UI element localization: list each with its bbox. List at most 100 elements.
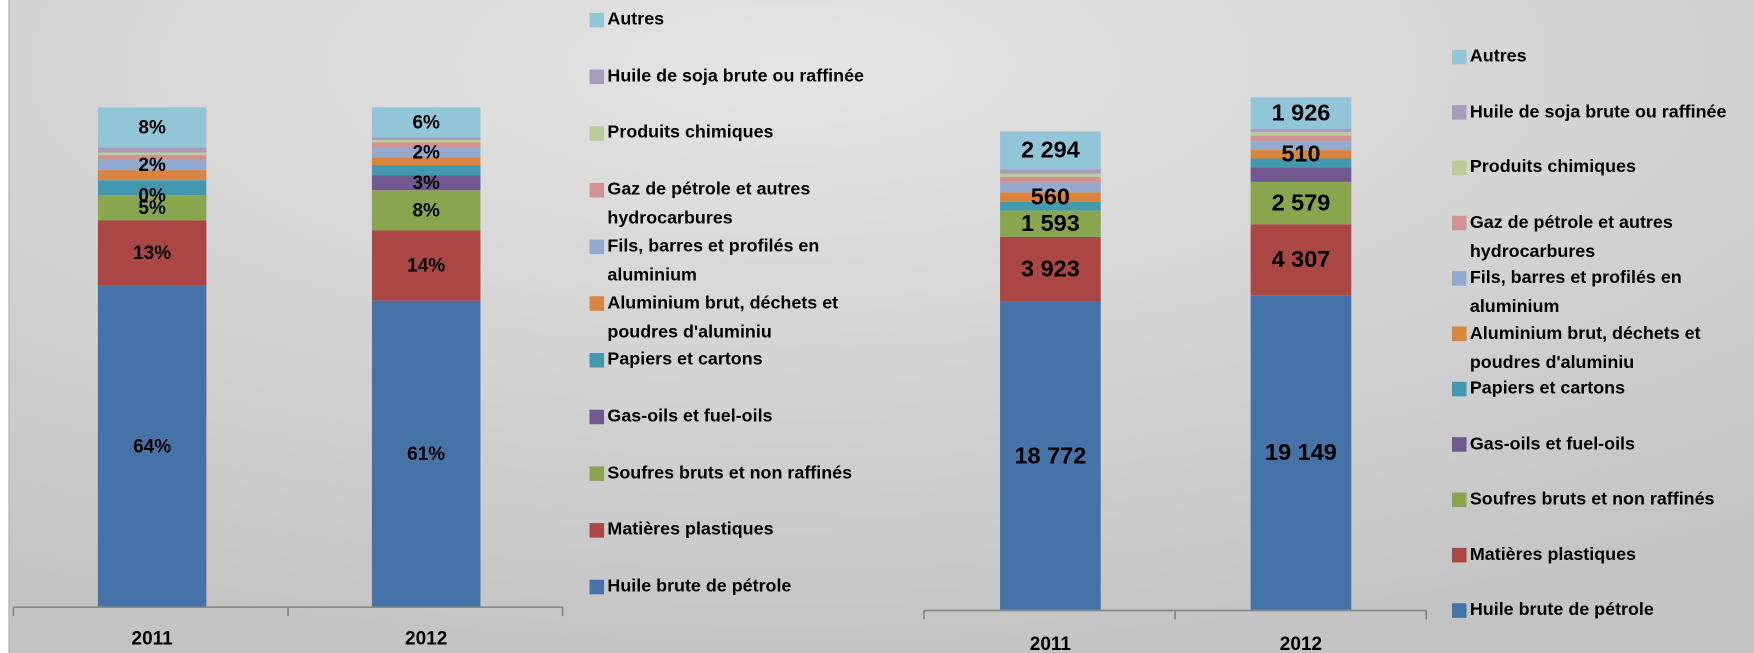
legend-label: Matières plastiques [607, 520, 774, 540]
bar-segment [1000, 131, 1101, 170]
legend-swatch [1451, 49, 1467, 65]
bar-segment [97, 160, 207, 171]
bar-segment [1250, 224, 1352, 296]
legend-swatch [1451, 160, 1467, 175]
bar-segment [1250, 128, 1352, 133]
legend-entry: Aluminium brut, déchets et poudres d'alu… [607, 293, 839, 342]
legend-entry: Papiers et cartons [1469, 379, 1626, 399]
legend-swatch [1451, 547, 1467, 563]
left-edge [0, 0, 9, 653]
bar-segment [1250, 158, 1352, 168]
legend-label: Papiers et cartons [607, 350, 763, 370]
bar-segment [97, 155, 207, 161]
legend-label: Huile brute de pétrole [607, 576, 792, 596]
data-label: 510 [1281, 141, 1320, 167]
bar-segment [1250, 295, 1352, 611]
legend-label: Fils, barres et profilés en aluminium [1469, 268, 1682, 317]
bar-segment [1000, 210, 1101, 237]
data-label: 1 593 [1021, 210, 1080, 236]
legend-swatch [589, 182, 605, 198]
bar-segment [97, 180, 207, 196]
legend-swatch [589, 409, 605, 425]
bar-segment [97, 147, 207, 153]
bar-segment [1250, 135, 1352, 142]
data-label: 19 149 [1265, 439, 1337, 465]
legend-swatch [1451, 492, 1467, 508]
bar-segment [97, 107, 207, 148]
data-label: 2 579 [1272, 189, 1331, 215]
bar-segment [371, 107, 481, 138]
legend-swatch [1451, 105, 1467, 120]
legend-entry: Huile de soja brute ou raffinée [1469, 102, 1727, 122]
data-label: 13% [133, 243, 171, 264]
legend-swatch [589, 353, 605, 368]
bar-segment [1250, 181, 1352, 225]
data-label: 18 772 [1014, 442, 1086, 468]
legend-entry: Huile brute de pétrole [1470, 600, 1654, 619]
bar-segment [371, 139, 481, 143]
x-tick-label: 2012 [1280, 634, 1322, 653]
bar-segment [1250, 141, 1352, 151]
bar-segment [371, 142, 481, 148]
x-tick-label: 2011 [1030, 634, 1072, 653]
legend-swatch [1451, 215, 1467, 231]
legend-label: Aluminium brut, déchets et poudres d'alu… [607, 293, 839, 342]
legend-entry: Huile de soja brute ou raffinée [607, 66, 864, 86]
legend-swatch [1451, 381, 1467, 397]
legend-swatch [589, 126, 605, 141]
legend-swatch [589, 239, 605, 255]
legend-label: Matières plastiques [1469, 545, 1636, 565]
data-label: 6% [412, 113, 440, 134]
bar-segment [1000, 173, 1101, 177]
x-tick-label: 2011 [132, 629, 174, 650]
data-label: 2% [412, 143, 440, 164]
legend-label: Produits chimiques [1469, 157, 1636, 177]
legend-label: Gaz de pétrole et autres hydrocarbures [1469, 213, 1673, 262]
legend-label: Huile de soja brute ou raffinée [607, 66, 864, 86]
data-label: 61% [407, 444, 445, 465]
x-tick-label: 2012 [405, 629, 447, 650]
data-label: 64% [133, 437, 171, 458]
legend-label: Autres [607, 10, 665, 30]
legend-label: Soufres bruts et non raffinés [1469, 489, 1715, 509]
bar-segment [1000, 201, 1101, 211]
legend-entry: Aluminium brut, déchets et poudres d'alu… [1469, 323, 1701, 372]
bar-segment [1000, 236, 1101, 302]
data-label: 5% [138, 198, 166, 219]
legend-swatch [589, 69, 605, 85]
bar-segment [97, 195, 207, 221]
data-label: 4 307 [1272, 246, 1331, 272]
legend-entry: Soufres bruts et non raffinés [1469, 489, 1715, 509]
legend-entry: Gaz de pétrole et autres hydrocarbures [1469, 213, 1673, 262]
legend-swatch [1451, 271, 1467, 286]
bar-segment [1000, 182, 1101, 193]
bar-segment [371, 300, 481, 608]
legend-entry: Produits chimiques [1469, 157, 1636, 177]
bar-segment [1000, 301, 1101, 611]
bar-segment [371, 190, 481, 231]
data-label: 8% [138, 118, 166, 139]
legend-label: Huile de soja brute ou raffinée [1469, 102, 1727, 122]
legend-label: Autres [1469, 46, 1527, 66]
legend-label: Aluminium brut, déchets et poudres d'alu… [1469, 323, 1701, 372]
data-label: 2% [138, 155, 166, 176]
legend-entry: Huile brute de pétrole [607, 576, 792, 596]
legend-entry: Soufres bruts et non raffinés [607, 464, 852, 483]
legend-entry: Fils, barres et profilés en aluminium [607, 237, 819, 285]
bar-segment [97, 285, 207, 608]
bar-segment [371, 165, 481, 176]
legend-swatch [589, 466, 605, 481]
data-label: 560 [1031, 183, 1070, 209]
bar-segment [1250, 132, 1352, 136]
bar-segment [1000, 169, 1101, 174]
bar-segment [1000, 176, 1101, 183]
legend-entry: Matières plastiques [607, 520, 774, 540]
legend-label: Papiers et cartons [1469, 379, 1626, 399]
legend-entry: Produits chimiques [607, 123, 773, 142]
bar-segment [1000, 192, 1101, 202]
legend-entry: Gas-oils et fuel-oils [607, 407, 772, 426]
legend-swatch [589, 296, 605, 311]
bar-segment [1250, 97, 1352, 129]
data-label: 2 294 [1021, 137, 1080, 163]
